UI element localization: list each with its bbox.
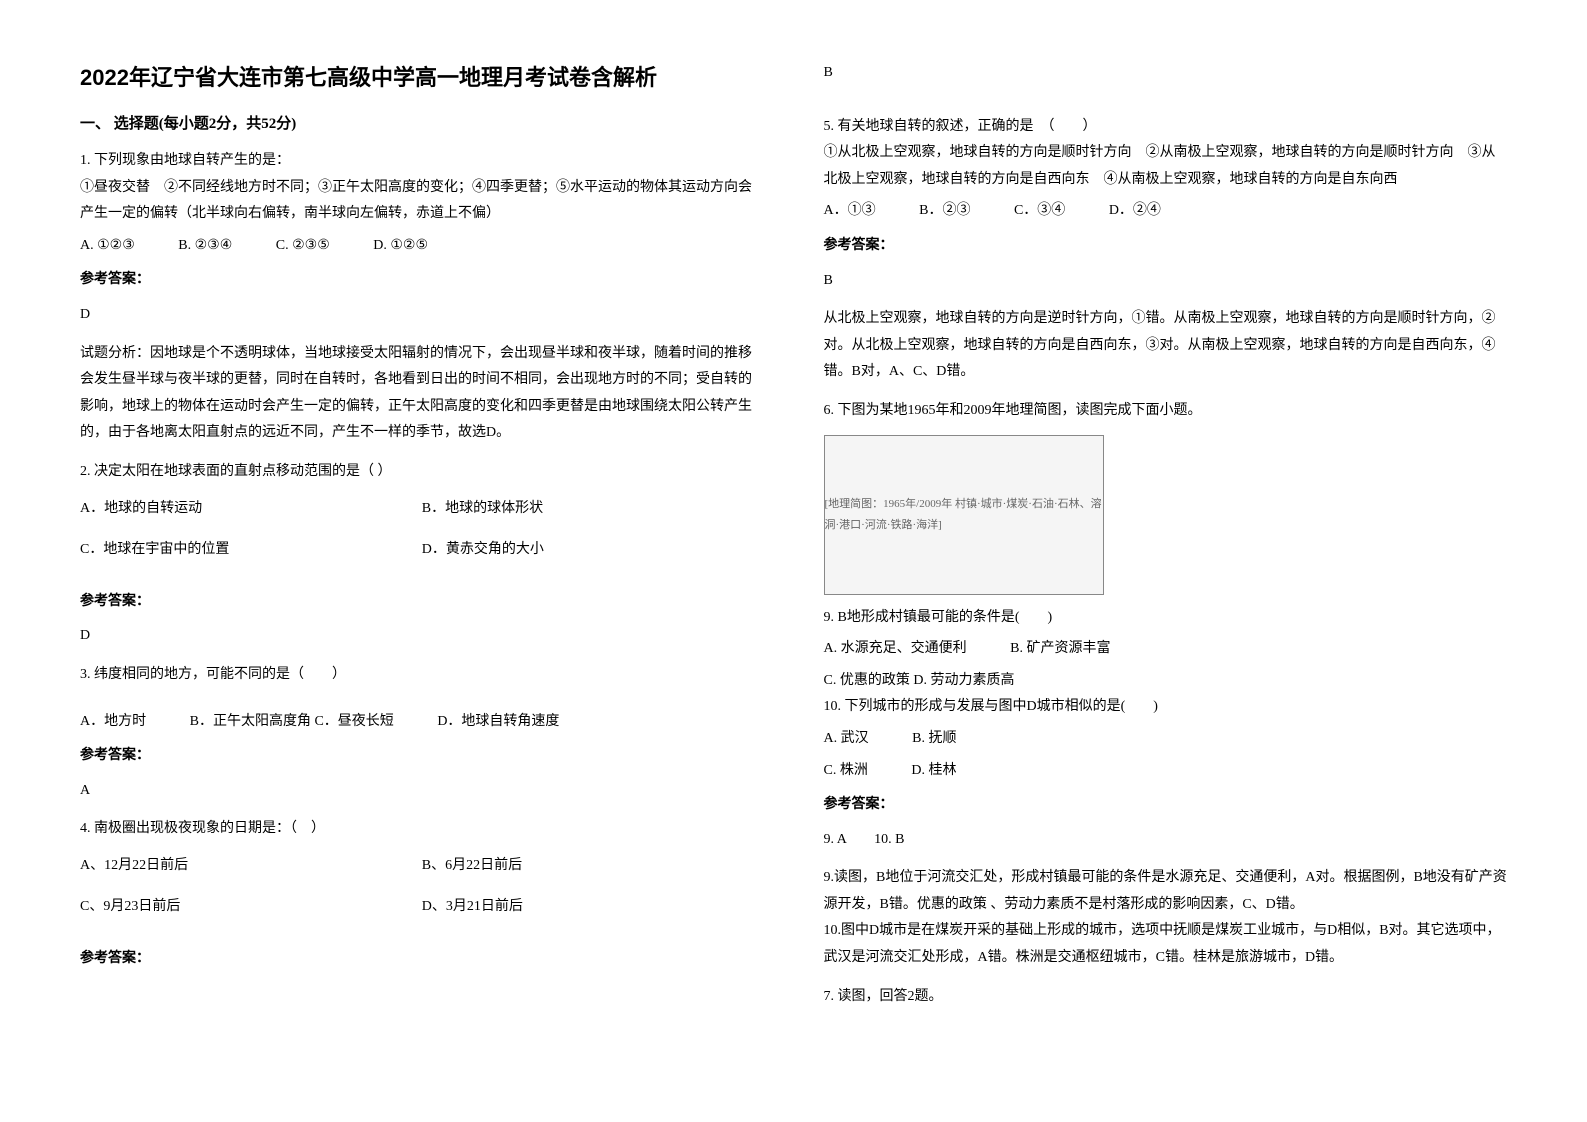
q2-optC: C．地球在宇宙中的位置 (80, 537, 422, 564)
q6-sub10-options-row1: A. 武汉 B. 抚顺 (824, 726, 1508, 753)
q4-optD: D、3月21日前后 (422, 894, 764, 921)
q1-optA: A. ①②③ (80, 233, 135, 260)
q3-answer: A (80, 778, 764, 805)
q3-options: A．地方时 B．正午太阳高度角 C．昼夜长短 D．地球自转角速度 (80, 709, 764, 736)
q6-sub9-options2: C. 优惠的政策 D. 劳动力素质高 (824, 668, 1508, 695)
q6-sub10-optD: D. 桂林 (911, 758, 956, 785)
q2-stem: 2. 决定太阳在地球表面的直射点移动范围的是（ ） (80, 459, 764, 486)
q5-optA: A．①③ (824, 198, 876, 225)
q1-answer: D (80, 302, 764, 329)
q1-detail: ①昼夜交替 ②不同经线地方时不同；③正午太阳高度的变化；④四季更替；⑤水平运动的… (80, 175, 764, 228)
q1-options: A. ①②③ B. ②③④ C. ②③⑤ D. ①②⑤ (80, 233, 764, 260)
q4-stem: 4. 南极圈出现极夜现象的日期是：（ ） (80, 816, 764, 843)
q2-answer-label: 参考答案： (80, 589, 764, 616)
map-label: [地理简图：1965年/2009年 村镇·城市·煤炭·石油·石林、溶洞·港口·河… (825, 494, 1103, 536)
question-6: 6. 下图为某地1965年和2009年地理简图，读图完成下面小题。 [地理简图：… (824, 398, 1508, 972)
q1-optC: C. ②③⑤ (276, 233, 330, 260)
q4-optC: C、9月23日前后 (80, 894, 422, 921)
q4-optA: A、12月22日前后 (80, 853, 422, 880)
q3-optD: D．地球自转角速度 (437, 709, 559, 736)
q5-explanation: 从北极上空观察，地球自转的方向是逆时针方向，①错。从南极上空观察，地球自转的方向… (824, 306, 1508, 386)
q6-answer: 9. A 10. B (824, 827, 1508, 854)
q3-optB: B．正午太阳高度角 (190, 709, 311, 736)
q4-answer-label: 参考答案： (80, 946, 764, 973)
q6-sub9-stem: 9. B地形成村镇最可能的条件是( ) (824, 605, 1508, 632)
q1-stem: 1. 下列现象由地球自转产生的是： (80, 148, 764, 175)
q6-sub9-options: A. 水源充足、交通便利 B. 矿产资源丰富 (824, 636, 1508, 663)
q6-sub10-optC: C. 株洲 (824, 758, 868, 785)
question-3: 3. 纬度相同的地方，可能不同的是（ ） A．地方时 B．正午太阳高度角 C．昼… (80, 662, 764, 804)
section-header: 一、 选择题(每小题2分，共52分) (80, 112, 764, 133)
q6-stem: 6. 下图为某地1965年和2009年地理简图，读图完成下面小题。 (824, 398, 1508, 425)
q5-answer-label: 参考答案： (824, 233, 1508, 260)
question-4: 4. 南极圈出现极夜现象的日期是：（ ） A、12月22日前后 B、6月22日前… (80, 816, 764, 972)
left-column: 2022年辽宁省大连市第七高级中学高一地理月考试卷含解析 一、 选择题(每小题2… (80, 60, 764, 1022)
q4-optB: B、6月22日前后 (422, 853, 764, 880)
map-figure: [地理简图：1965年/2009年 村镇·城市·煤炭·石油·石林、溶洞·港口·河… (824, 435, 1104, 595)
right-column: B 5. 有关地球自转的叙述，正确的是 （ ） ①从北极上空观察，地球自转的方向… (824, 60, 1508, 1022)
q2-optB: B．地球的球体形状 (422, 496, 764, 523)
exam-title: 2022年辽宁省大连市第七高级中学高一地理月考试卷含解析 (80, 60, 764, 92)
q5-answer: B (824, 268, 1508, 295)
q3-answer-label: 参考答案： (80, 743, 764, 770)
question-7: 7. 读图，回答2题。 (824, 984, 1508, 1011)
q6-sub9-optC: C. 优惠的政策 (824, 668, 910, 695)
q6-sub9-optD: D. 劳动力素质高 (913, 668, 1014, 695)
q4-answer: B (824, 60, 1508, 87)
q2-answer: D (80, 623, 764, 650)
q5-optB: B．②③ (919, 198, 970, 225)
q2-options: A．地球的自转运动 B．地球的球体形状 C．地球在宇宙中的位置 D．黄赤交角的大… (80, 496, 764, 579)
q6-sub9-optB: B. 矿产资源丰富 (1010, 636, 1110, 663)
q5-options: A．①③ B．②③ C．③④ D．②④ (824, 198, 1508, 225)
q6-explanation10: 10.图中D城市是在煤炭开采的基础上形成的城市，选项中抚顺是煤炭工业城市，与D相… (824, 918, 1508, 971)
q6-sub10-optB: B. 抚顺 (912, 726, 956, 753)
q5-stem: 5. 有关地球自转的叙述，正确的是 （ ） (824, 114, 1508, 141)
question-1: 1. 下列现象由地球自转产生的是： ①昼夜交替 ②不同经线地方时不同；③正午太阳… (80, 148, 764, 447)
q7-stem: 7. 读图，回答2题。 (824, 984, 1508, 1011)
q5-detail: ①从北极上空观察，地球自转的方向是顺时针方向 ②从南极上空观察，地球自转的方向是… (824, 140, 1508, 193)
q3-optA: A．地方时 (80, 709, 146, 736)
q6-sub10-optA: A. 武汉 (824, 726, 869, 753)
question-2: 2. 决定太阳在地球表面的直射点移动范围的是（ ） A．地球的自转运动 B．地球… (80, 459, 764, 650)
q6-sub9-optA: A. 水源充足、交通便利 (824, 636, 967, 663)
q2-optD: D．黄赤交角的大小 (422, 537, 764, 564)
page-container: 2022年辽宁省大连市第七高级中学高一地理月考试卷含解析 一、 选择题(每小题2… (80, 60, 1507, 1022)
question-5: 5. 有关地球自转的叙述，正确的是 （ ） ①从北极上空观察，地球自转的方向是顺… (824, 114, 1508, 386)
q4-options: A、12月22日前后 B、6月22日前后 C、9月23日前后 D、3月21日前后 (80, 853, 764, 936)
q5-optC: C．③④ (1014, 198, 1065, 225)
q6-explanation9: 9.读图，B地位于河流交汇处，形成村镇最可能的条件是水源充足、交通便利，A对。根… (824, 865, 1508, 918)
q1-answer-label: 参考答案： (80, 267, 764, 294)
q3-stem: 3. 纬度相同的地方，可能不同的是（ ） (80, 662, 764, 689)
q5-optD: D．②④ (1109, 198, 1161, 225)
q1-optB: B. ②③④ (178, 233, 232, 260)
q6-sub10-stem: 10. 下列城市的形成与发展与图中D城市相似的是( ) (824, 694, 1508, 721)
q1-optD: D. ①②⑤ (373, 233, 428, 260)
q6-sub10-options-row2: C. 株洲 D. 桂林 (824, 758, 1508, 785)
q3-optC: C．昼夜长短 (314, 709, 393, 736)
q1-explanation: 试题分析：因地球是个不透明球体，当地球接受太阳辐射的情况下，会出现昼半球和夜半球… (80, 341, 764, 447)
q2-optA: A．地球的自转运动 (80, 496, 422, 523)
q6-answer-label: 参考答案： (824, 792, 1508, 819)
